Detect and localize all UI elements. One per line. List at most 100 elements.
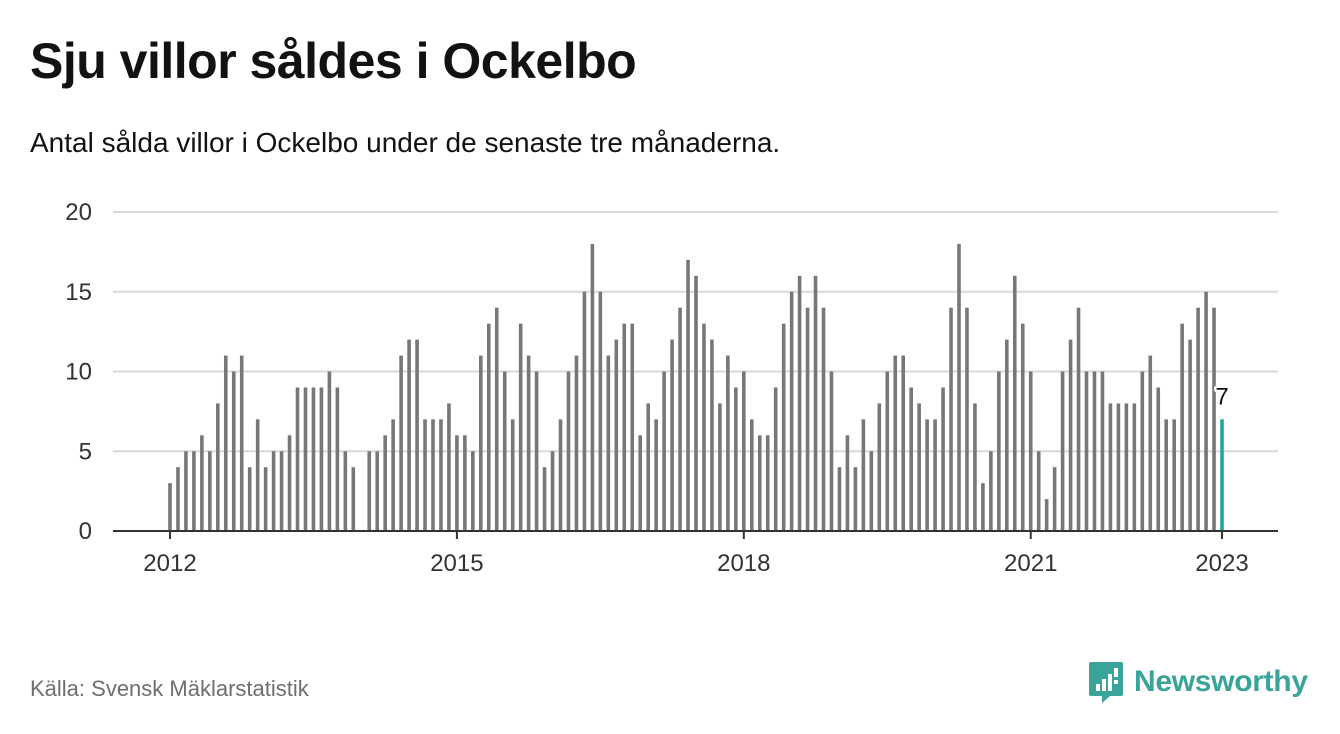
bar <box>526 355 531 531</box>
bar <box>1012 275 1017 531</box>
bar <box>574 355 579 531</box>
bar <box>622 323 627 531</box>
bar <box>271 451 276 531</box>
bar <box>949 307 953 531</box>
bar <box>646 403 650 531</box>
bar <box>263 467 268 531</box>
bar <box>494 307 499 531</box>
bar <box>343 451 348 531</box>
bar <box>335 387 340 531</box>
bar <box>1188 339 1192 531</box>
bar <box>638 435 643 531</box>
bar <box>566 371 571 531</box>
bar <box>861 419 866 531</box>
bar <box>1196 307 1200 531</box>
bar <box>367 451 372 531</box>
bar <box>1052 467 1057 531</box>
bar <box>893 355 898 531</box>
bar <box>247 467 252 531</box>
bar <box>670 339 674 531</box>
bar <box>686 259 690 531</box>
bar <box>829 371 834 531</box>
bar <box>1180 323 1184 531</box>
bar <box>853 467 858 531</box>
chart-title: Sju villor såldes i Ockelbo <box>30 33 637 89</box>
brand-logo: Newsworthy <box>1088 660 1308 704</box>
highlight-bar <box>1220 419 1224 531</box>
bar <box>997 371 1001 531</box>
bar <box>255 419 260 531</box>
bar <box>781 323 786 531</box>
bar <box>192 451 196 531</box>
bar <box>1156 387 1161 531</box>
bar <box>877 403 882 531</box>
bar <box>502 371 507 531</box>
bar <box>542 467 547 531</box>
bar <box>614 339 619 531</box>
bar <box>311 387 316 531</box>
bar <box>757 435 762 531</box>
bar <box>168 483 172 531</box>
bar <box>176 467 180 531</box>
bar <box>415 339 419 531</box>
bar <box>973 403 977 531</box>
bar <box>654 419 658 531</box>
bar <box>1140 371 1145 531</box>
bar <box>510 419 515 531</box>
bar <box>965 307 969 531</box>
bar <box>797 275 802 531</box>
bar <box>989 451 993 531</box>
bar <box>869 451 874 531</box>
bar <box>789 291 794 531</box>
bar <box>223 355 228 531</box>
bar <box>1020 323 1025 531</box>
bar <box>765 435 770 531</box>
bar <box>216 403 220 531</box>
y-tick-label: 10 <box>65 359 92 386</box>
bar <box>678 307 682 531</box>
bar <box>1028 371 1033 531</box>
bar <box>1036 451 1041 531</box>
bar <box>694 275 698 531</box>
bar <box>375 451 380 531</box>
bar <box>439 419 443 531</box>
bar <box>550 451 555 531</box>
x-tick-label: 2023 <box>1195 550 1248 577</box>
bar <box>455 435 459 531</box>
bar <box>933 419 937 531</box>
bar <box>582 291 587 531</box>
bar <box>1148 355 1153 531</box>
bar <box>287 435 292 531</box>
bar <box>471 451 475 531</box>
bar <box>200 435 204 531</box>
bar <box>295 387 300 531</box>
bar <box>447 403 451 531</box>
bar <box>351 467 356 531</box>
bar <box>805 307 810 531</box>
brand-name: Newsworthy <box>1134 665 1308 698</box>
bar <box>279 451 284 531</box>
bar <box>383 435 387 531</box>
bar <box>407 339 411 531</box>
bar <box>1172 419 1176 531</box>
bar <box>941 387 945 531</box>
bar <box>1060 371 1065 531</box>
bar <box>773 387 778 531</box>
bar <box>1084 371 1089 531</box>
x-tick-label: 2018 <box>717 550 770 577</box>
bar <box>1068 339 1073 531</box>
bar <box>1076 307 1081 531</box>
bar <box>463 435 467 531</box>
bar <box>590 243 595 531</box>
bar <box>423 419 427 531</box>
newsworthy-logo-icon <box>1089 662 1123 703</box>
bar <box>630 323 635 531</box>
bar <box>486 323 491 531</box>
source-note: Källa: Svensk Mäklarstatistik <box>30 676 309 701</box>
bar <box>327 371 332 531</box>
x-tick-label: 2021 <box>1004 550 1057 577</box>
bar <box>1124 403 1129 531</box>
bar <box>184 451 188 531</box>
bar <box>534 371 539 531</box>
bar <box>734 387 738 531</box>
